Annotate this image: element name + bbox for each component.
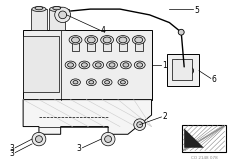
Ellipse shape <box>136 63 142 67</box>
Text: 2: 2 <box>162 112 167 122</box>
Ellipse shape <box>132 36 145 44</box>
Bar <box>172 59 191 80</box>
Ellipse shape <box>134 37 142 43</box>
Text: 4: 4 <box>100 26 105 35</box>
Text: CO 2148 078: CO 2148 078 <box>190 156 216 160</box>
Text: 6: 6 <box>211 75 216 84</box>
Ellipse shape <box>87 37 95 43</box>
Ellipse shape <box>67 63 73 67</box>
Bar <box>31 9 47 30</box>
Ellipse shape <box>134 61 145 69</box>
Bar <box>167 54 198 86</box>
Bar <box>181 125 225 152</box>
Ellipse shape <box>73 81 78 84</box>
Text: 5: 5 <box>193 6 198 15</box>
Ellipse shape <box>122 63 128 67</box>
Bar <box>119 40 126 52</box>
Bar <box>103 40 111 52</box>
Bar <box>49 9 64 30</box>
Polygon shape <box>23 100 151 134</box>
Ellipse shape <box>86 79 96 86</box>
Ellipse shape <box>52 6 61 10</box>
Ellipse shape <box>92 61 103 69</box>
Ellipse shape <box>106 61 117 69</box>
Ellipse shape <box>35 6 43 10</box>
Text: 3: 3 <box>9 144 14 153</box>
Bar <box>56 9 68 17</box>
Ellipse shape <box>85 36 97 44</box>
Circle shape <box>186 67 193 74</box>
Bar <box>71 40 79 52</box>
Ellipse shape <box>70 79 80 86</box>
Circle shape <box>177 29 183 35</box>
Ellipse shape <box>81 63 87 67</box>
Ellipse shape <box>49 7 64 12</box>
Circle shape <box>133 119 145 130</box>
Circle shape <box>101 132 115 146</box>
Text: 3: 3 <box>76 144 81 153</box>
Ellipse shape <box>120 81 125 84</box>
Ellipse shape <box>79 61 89 69</box>
Polygon shape <box>183 128 203 148</box>
Ellipse shape <box>65 61 76 69</box>
Ellipse shape <box>71 37 79 43</box>
Ellipse shape <box>104 81 109 84</box>
Circle shape <box>55 7 70 23</box>
Circle shape <box>58 11 66 19</box>
Ellipse shape <box>103 37 111 43</box>
Circle shape <box>136 122 142 127</box>
Ellipse shape <box>109 63 115 67</box>
Ellipse shape <box>118 79 127 86</box>
Ellipse shape <box>116 36 129 44</box>
Ellipse shape <box>100 36 113 44</box>
Circle shape <box>32 132 46 146</box>
Ellipse shape <box>95 63 101 67</box>
Ellipse shape <box>119 37 126 43</box>
Circle shape <box>35 136 42 142</box>
Ellipse shape <box>88 81 93 84</box>
Bar <box>134 40 142 52</box>
Ellipse shape <box>120 61 131 69</box>
Text: 1: 1 <box>162 61 167 70</box>
Ellipse shape <box>69 36 82 44</box>
Ellipse shape <box>102 79 112 86</box>
Text: 3: 3 <box>9 149 14 158</box>
Bar <box>87 40 95 52</box>
Ellipse shape <box>32 7 46 12</box>
Circle shape <box>173 60 180 68</box>
Bar <box>23 30 151 100</box>
Circle shape <box>104 136 111 142</box>
Bar <box>23 36 58 92</box>
